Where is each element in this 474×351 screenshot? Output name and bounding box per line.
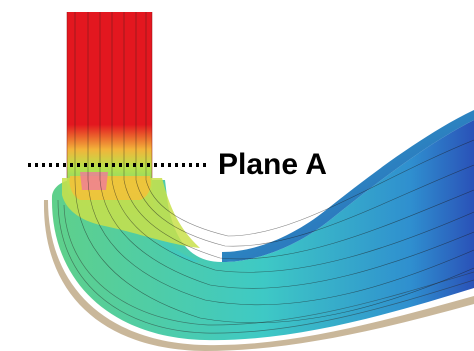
column-edge-lines (66, 12, 153, 178)
outer-wall-streamlines (57, 199, 474, 334)
inlet-streamlines (74, 12, 474, 324)
pink-highlight (80, 172, 108, 190)
bend-outlet-region (51, 120, 474, 341)
plane-a-label: Plane A (218, 148, 327, 181)
outer-shroud-band (222, 110, 474, 262)
